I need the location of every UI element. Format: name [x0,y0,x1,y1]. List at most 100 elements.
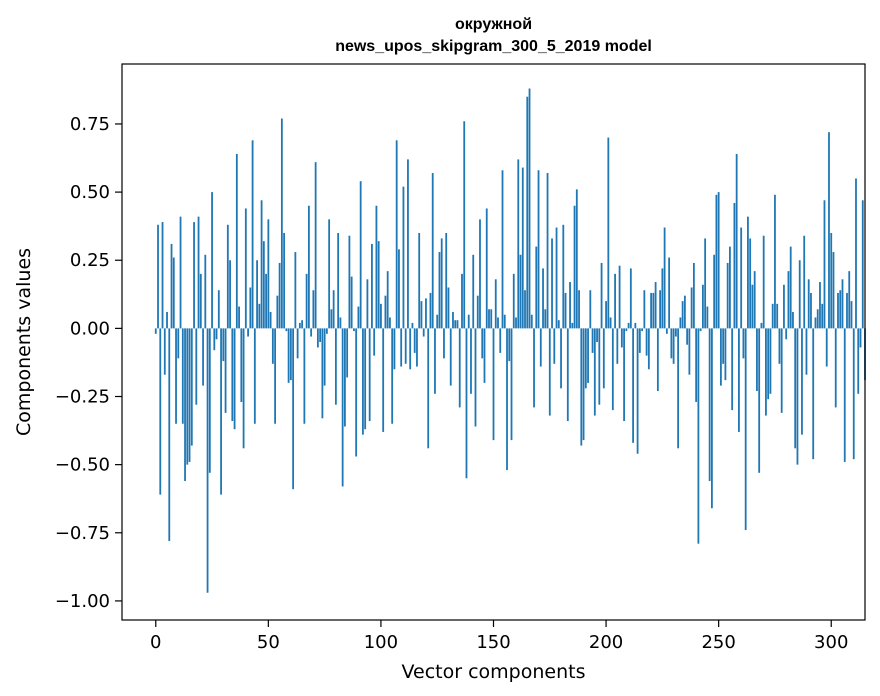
bar-component-300 [830,232,833,329]
bar-component-236 [686,328,689,345]
bar-component-231 [674,328,677,337]
bar-component-99 [377,241,380,329]
bar-component-118 [420,301,423,329]
bar-component-165 [526,96,529,329]
bar-component-64 [298,322,301,329]
bar-component-284 [794,328,797,449]
bar-component-132 [452,312,454,329]
bar-component-123 [431,173,434,329]
bar-component-179 [557,320,560,329]
bar-component-259 [738,328,740,432]
bar-component-232 [677,328,680,449]
bar-component-5 [166,312,168,329]
bar-component-264 [749,238,752,329]
bar-component-103 [386,271,389,329]
bar-component-175 [548,328,551,416]
bar-component-95 [368,328,371,422]
bar-component-250 [717,192,720,329]
bar-component-62 [294,252,297,329]
bar-component-242 [699,328,702,332]
bar-component-297 [823,200,826,329]
bar-component-43 [251,140,254,329]
bar-component-218 [645,328,648,356]
bar-component-131 [449,328,452,386]
bar-component-180 [560,328,562,389]
bar-component-224 [659,290,662,329]
bar-component-142 [474,328,477,427]
bar-component-102 [384,295,387,329]
bar-component-112 [407,159,409,329]
bar-component-199 [602,328,605,389]
x-tick-label: 50 [257,632,280,653]
bar-component-239 [692,262,695,329]
bar-component-201 [607,137,610,329]
bar-component-79 [332,290,335,329]
x-tick-label: 0 [150,632,161,653]
bar-component-161 [517,159,520,329]
bar-component-204 [614,273,616,329]
bar-component-89 [355,328,358,457]
bar-component-108 [398,249,400,329]
bar-component-173 [544,309,547,329]
bar-component-223 [656,328,659,392]
bar-component-269 [760,322,763,329]
bar-component-121 [427,328,430,449]
bar-component-219 [647,328,650,370]
bar-component-86 [348,235,351,329]
bar-component-207 [620,328,623,348]
bar-component-139 [467,314,470,329]
bar-component-168 [533,328,535,408]
bar-component-134 [456,320,459,329]
bar-component-1 [157,224,159,329]
bar-component-312 [857,328,860,394]
bar-component-97 [373,328,376,356]
bar-component-245 [706,306,709,329]
x-axis-label: Vector components [402,661,586,683]
bar-component-101 [382,328,385,432]
bar-component-268 [758,328,761,473]
bar-component-27 [215,328,218,340]
bar-component-71 [314,162,317,329]
bar-component-39 [242,328,245,449]
bar-component-88 [353,328,355,332]
bar-component-61 [292,328,295,490]
bar-component-8 [172,257,175,329]
bar-component-49 [265,273,267,329]
bar-component-137 [463,121,466,329]
bar-component-50 [267,219,270,329]
bar-component-2 [159,328,162,495]
x-tick-label: 200 [589,632,623,653]
bar-component-17 [193,222,195,329]
bar-component-127 [440,238,443,329]
bar-component-154 [501,170,504,329]
bar-component-309 [850,301,853,329]
x-tick-label: 300 [814,632,848,653]
bar-component-23 [206,328,209,593]
bar-component-167 [530,314,533,329]
bar-component-311 [855,178,857,329]
bar-component-192 [587,328,589,383]
bar-component-12 [181,328,184,424]
y-tick-label: −0.50 [55,455,110,476]
bar-component-211 [629,268,632,329]
bar-component-90 [357,306,360,329]
bar-component-237 [688,328,691,375]
chart-subtitle: news_upos_skipgram_300_5_2019 model [335,38,652,55]
bar-component-249 [715,194,718,329]
bar-component-298 [825,328,828,367]
y-tick-label: −0.25 [55,387,110,408]
bar-component-287 [801,328,803,435]
bar-component-188 [578,290,580,329]
bar-component-280 [785,328,788,340]
bar-component-186 [573,205,576,329]
bar-component-279 [783,284,785,329]
bar-component-163 [521,167,524,329]
bar-component-73 [319,328,322,342]
bar-component-35 [233,328,236,430]
bar-component-292 [812,328,815,460]
bar-component-141 [472,254,475,329]
bar-component-240 [695,328,698,402]
bar-component-22 [204,254,207,329]
x-axis: 0 50 100 150 200 250 300 [150,620,848,653]
bar-component-203 [611,328,614,411]
